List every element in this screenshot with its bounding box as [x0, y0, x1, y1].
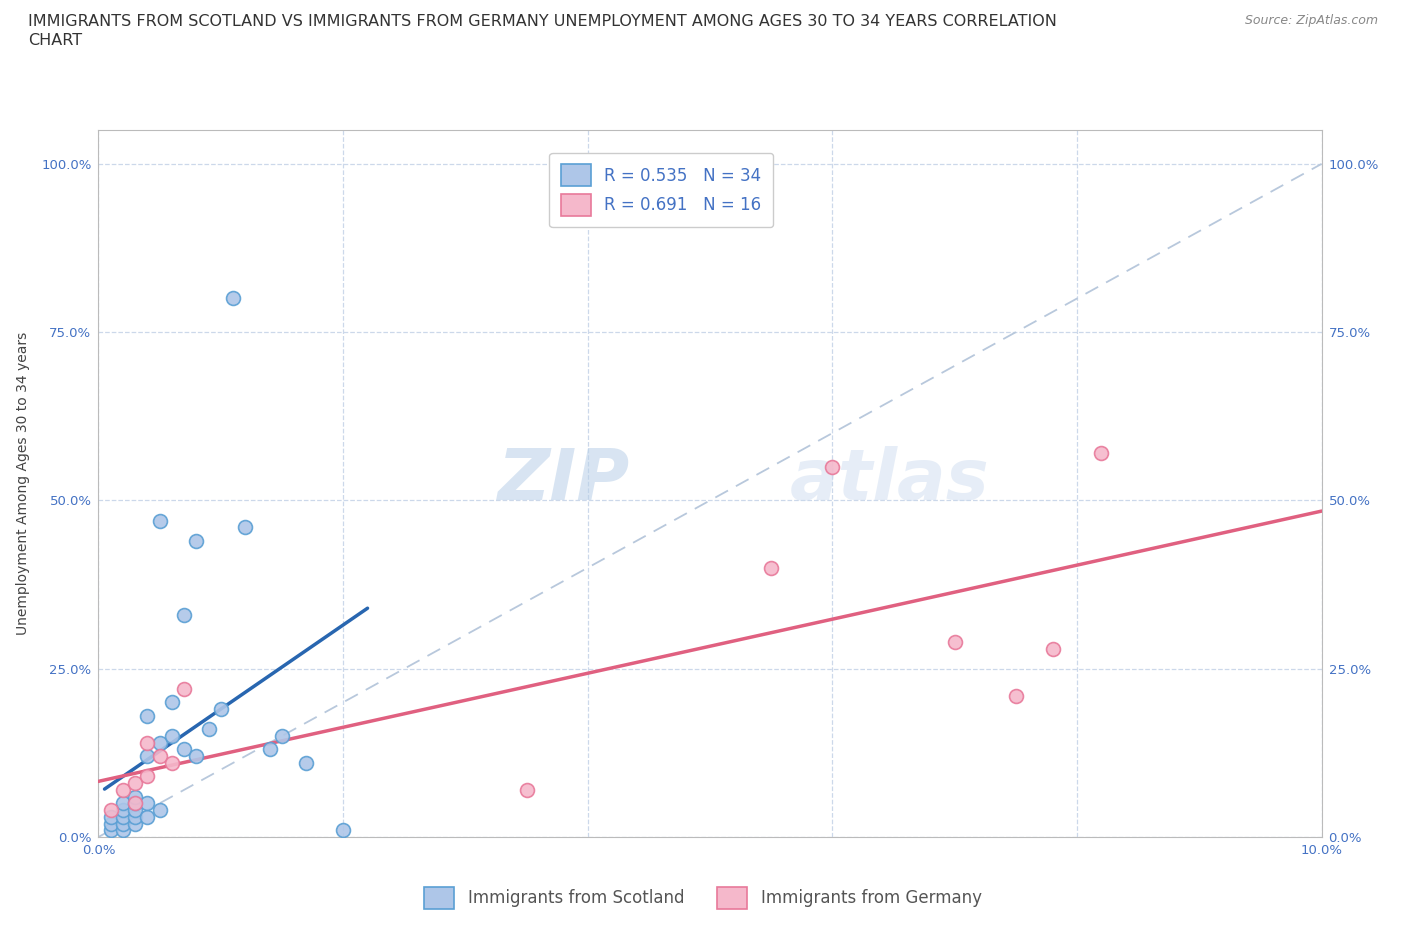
- Point: [100, 823, 122, 838]
- Point: [136, 749, 159, 764]
- Point: [160, 695, 183, 710]
- Point: [1004, 688, 1026, 703]
- Point: [160, 728, 183, 743]
- Point: [100, 809, 122, 824]
- Point: [1090, 445, 1112, 460]
- Point: [124, 817, 146, 831]
- Point: [111, 796, 134, 811]
- Point: [124, 796, 146, 811]
- Point: [136, 736, 159, 751]
- Legend: Immigrants from Scotland, Immigrants from Germany: Immigrants from Scotland, Immigrants fro…: [416, 879, 990, 917]
- Point: [173, 682, 195, 697]
- Point: [149, 736, 172, 751]
- Point: [136, 769, 159, 784]
- Point: [186, 749, 208, 764]
- Point: [111, 803, 134, 817]
- Point: [233, 520, 256, 535]
- Text: ZIP: ZIP: [498, 445, 630, 514]
- Point: [295, 755, 318, 770]
- Point: [124, 809, 146, 824]
- Text: IMMIGRANTS FROM SCOTLAND VS IMMIGRANTS FROM GERMANY UNEMPLOYMENT AMONG AGES 30 T: IMMIGRANTS FROM SCOTLAND VS IMMIGRANTS F…: [28, 14, 1057, 29]
- Text: atlas: atlas: [790, 445, 990, 514]
- Y-axis label: Unemployment Among Ages 30 to 34 years: Unemployment Among Ages 30 to 34 years: [15, 332, 30, 635]
- Point: [149, 749, 172, 764]
- Point: [124, 776, 146, 790]
- Point: [136, 709, 159, 724]
- Point: [259, 742, 281, 757]
- Point: [124, 790, 146, 804]
- Point: [209, 701, 232, 716]
- Point: [186, 534, 208, 549]
- Point: [222, 291, 245, 306]
- Point: [111, 809, 134, 824]
- Point: [1042, 641, 1064, 656]
- Point: [149, 513, 172, 528]
- Point: [173, 742, 195, 757]
- Point: [124, 796, 146, 811]
- Point: [111, 782, 134, 797]
- Point: [149, 803, 172, 817]
- Point: [160, 755, 183, 770]
- Point: [759, 560, 782, 575]
- Point: [100, 817, 122, 831]
- Text: CHART: CHART: [28, 33, 82, 47]
- Point: [100, 803, 122, 817]
- Point: [111, 823, 134, 838]
- Point: [332, 823, 354, 838]
- Point: [516, 782, 538, 797]
- Point: [124, 803, 146, 817]
- Point: [111, 817, 134, 831]
- Text: Source: ZipAtlas.com: Source: ZipAtlas.com: [1244, 14, 1378, 27]
- Point: [136, 796, 159, 811]
- Point: [821, 459, 844, 474]
- Point: [197, 722, 219, 737]
- Point: [270, 728, 292, 743]
- Point: [173, 607, 195, 622]
- Point: [136, 809, 159, 824]
- Point: [943, 634, 966, 649]
- Legend: R = 0.535   N = 34, R = 0.691   N = 16: R = 0.535 N = 34, R = 0.691 N = 16: [550, 153, 773, 227]
